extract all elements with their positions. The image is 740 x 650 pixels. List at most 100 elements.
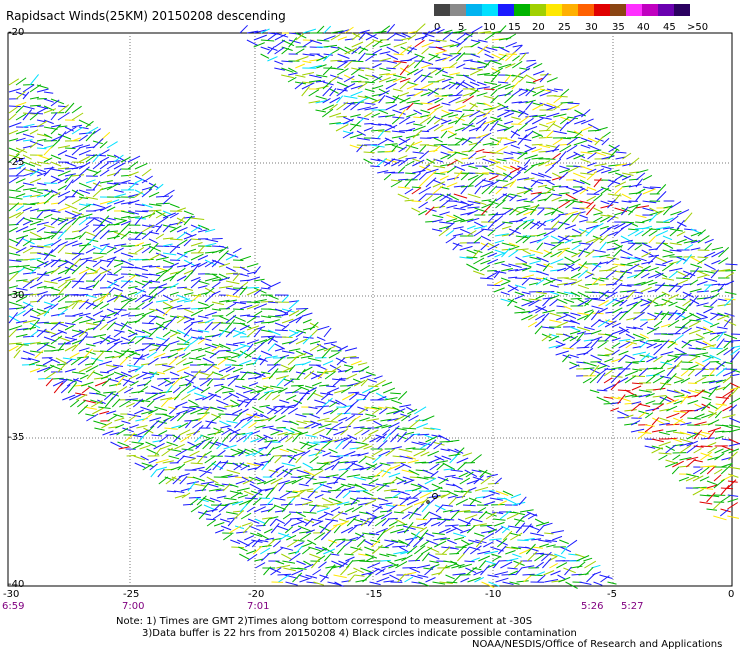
wind-barb xyxy=(599,254,611,258)
wind-barb xyxy=(551,185,562,188)
wind-barb xyxy=(148,273,161,277)
wind-barb xyxy=(427,87,439,97)
wind-barb xyxy=(230,353,243,359)
wind-barb xyxy=(232,286,244,296)
wind-barb xyxy=(488,581,500,587)
wind-barb xyxy=(449,53,462,62)
wind-barb xyxy=(522,220,534,230)
wind-barb xyxy=(555,350,569,356)
wind-barb xyxy=(148,245,162,252)
wind-barb xyxy=(141,462,154,468)
wind-barb xyxy=(550,258,564,265)
wind-barb xyxy=(186,430,200,436)
wind-barb xyxy=(477,46,491,54)
wind-barb xyxy=(64,368,76,373)
wind-barb xyxy=(57,170,71,177)
wind-barb xyxy=(188,399,198,406)
wind-barb xyxy=(335,488,346,499)
wind-barb xyxy=(452,233,464,237)
wind-barb xyxy=(286,448,298,454)
wind-barb xyxy=(401,469,415,474)
wind-barb xyxy=(106,321,116,331)
wind-barb xyxy=(538,172,552,179)
legend-swatch xyxy=(626,4,642,16)
legend-swatch xyxy=(466,4,482,16)
wind-barb xyxy=(94,376,108,380)
wind-barb xyxy=(525,100,534,111)
wind-barb xyxy=(652,369,666,377)
wind-barb xyxy=(635,193,643,202)
wind-barb xyxy=(468,165,478,169)
wind-barb xyxy=(69,394,82,401)
wind-barb xyxy=(385,542,394,548)
wind-barb xyxy=(78,293,89,296)
wind-barb xyxy=(113,262,124,268)
wind-barb xyxy=(628,183,642,188)
wind-barb xyxy=(728,451,738,461)
wind-barb xyxy=(420,109,431,114)
wind-barb xyxy=(268,368,279,380)
wind-barb xyxy=(183,270,194,282)
wind-barb xyxy=(354,483,367,491)
wind-barb xyxy=(457,553,465,562)
wind-barb xyxy=(180,434,192,443)
wind-barb xyxy=(237,399,245,408)
wind-barb xyxy=(523,218,535,223)
wind-barb xyxy=(197,280,210,285)
wind-barb xyxy=(546,120,557,125)
wind-barb xyxy=(76,394,87,401)
wind-barb xyxy=(301,82,315,90)
lon-label-25: -25 xyxy=(123,589,140,600)
wind-barb xyxy=(281,462,296,467)
wind-barb xyxy=(600,575,610,583)
wind-barb xyxy=(442,29,453,34)
wind-barb xyxy=(557,267,567,272)
wind-barb xyxy=(36,271,47,282)
wind-barb xyxy=(511,501,526,506)
wind-barb xyxy=(388,517,398,520)
wind-barb xyxy=(176,409,190,415)
wind-barb xyxy=(15,205,25,212)
wind-barb xyxy=(308,100,320,104)
wind-barb xyxy=(572,188,585,195)
wind-barb xyxy=(317,513,328,520)
wind-barb xyxy=(387,417,399,422)
wind-barb xyxy=(456,52,466,62)
wind-barb xyxy=(635,172,646,181)
wind-barb xyxy=(157,418,169,429)
wind-barb xyxy=(384,150,396,153)
wind-barb xyxy=(544,532,554,535)
wind-barb xyxy=(727,479,737,489)
wind-barb xyxy=(494,222,506,230)
wind-barb xyxy=(36,321,49,324)
wind-barb xyxy=(551,530,564,534)
wind-barb xyxy=(700,451,712,461)
wind-barb xyxy=(71,229,82,233)
wind-barb xyxy=(50,218,60,226)
wind-barb xyxy=(120,350,135,353)
wind-barb xyxy=(486,473,498,478)
wind-barb xyxy=(439,175,449,181)
wind-barb xyxy=(78,156,90,163)
wind-barb xyxy=(124,432,136,443)
wind-barb xyxy=(153,394,166,401)
wind-barb xyxy=(266,447,275,457)
wind-barb xyxy=(586,573,596,583)
wind-barb xyxy=(457,461,467,471)
wind-barb xyxy=(145,441,157,447)
wind-barb xyxy=(253,29,267,34)
wind-barb xyxy=(716,331,727,335)
wind-barb xyxy=(276,564,291,569)
wind-barb xyxy=(445,524,459,527)
wind-barb xyxy=(447,159,458,167)
wind-barb xyxy=(162,275,175,282)
wind-barb xyxy=(681,361,693,363)
wind-barb xyxy=(555,321,568,328)
wind-barb xyxy=(60,384,71,394)
wind-barb xyxy=(551,207,564,214)
wind-barb xyxy=(344,347,358,352)
wind-barb xyxy=(113,331,122,338)
wind-barb xyxy=(218,246,229,254)
wind-barb xyxy=(22,112,36,115)
wind-barb xyxy=(523,200,534,203)
